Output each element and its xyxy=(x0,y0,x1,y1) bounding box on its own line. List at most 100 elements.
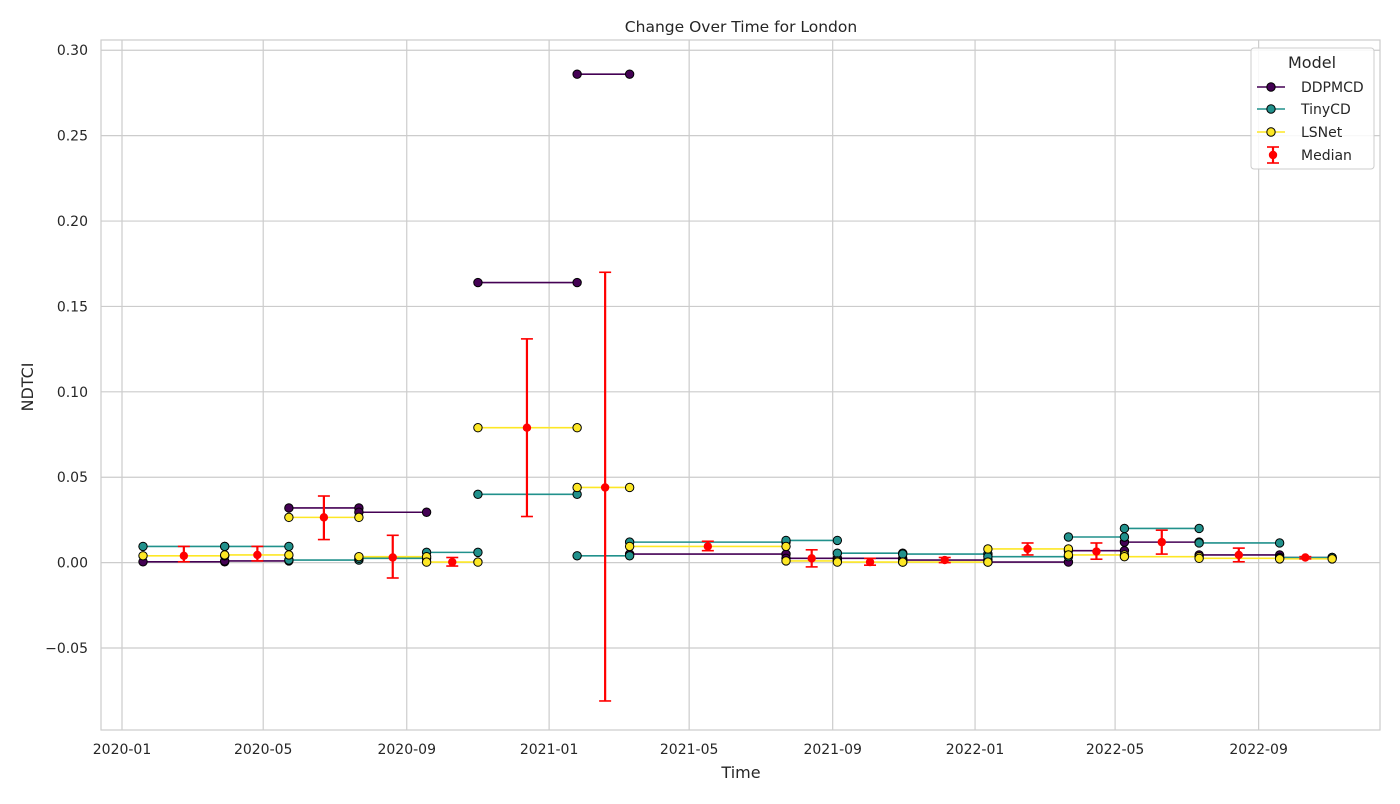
median-point xyxy=(1157,537,1166,547)
data-point xyxy=(624,551,635,561)
legend-marker xyxy=(1266,127,1276,137)
median-point xyxy=(807,554,816,563)
median-point xyxy=(1092,547,1101,556)
legend-entries: DDPMCD TinyCD LSNet Median xyxy=(1257,80,1364,164)
data-point xyxy=(284,503,294,513)
data-point xyxy=(1119,532,1130,542)
data-point xyxy=(832,535,843,546)
data-point xyxy=(572,551,582,561)
data-point xyxy=(572,482,582,493)
data-point xyxy=(473,422,483,433)
y-axis-title: NDTCI xyxy=(18,362,37,411)
legend-label: TinyCD xyxy=(1300,102,1351,118)
legend-marker xyxy=(1266,82,1276,92)
median-point xyxy=(600,483,610,492)
data-point xyxy=(983,544,993,554)
data-point xyxy=(473,277,483,288)
data-point xyxy=(624,69,635,79)
y-tick-label: 0.15 xyxy=(57,299,88,315)
median-point xyxy=(319,513,329,522)
data-point xyxy=(138,551,148,561)
y-tick-label: 0.00 xyxy=(57,556,88,572)
median-point xyxy=(253,550,262,560)
data-point xyxy=(1119,551,1130,562)
data-point xyxy=(572,422,582,433)
legend-label: DDPMCD xyxy=(1301,80,1364,96)
data-point xyxy=(624,541,635,552)
y-tick-label: 0.25 xyxy=(57,129,88,145)
data-point xyxy=(421,507,432,517)
x-axis-title: Time xyxy=(720,763,760,782)
data-point xyxy=(473,547,483,558)
data-point xyxy=(1194,538,1204,548)
data-point xyxy=(1327,554,1337,564)
data-point xyxy=(421,557,432,567)
x-tick-label: 2021-01 xyxy=(520,742,579,758)
median-point xyxy=(865,557,875,567)
x-tick-label: 2020-09 xyxy=(377,742,436,758)
data-point xyxy=(1063,550,1074,560)
data-point xyxy=(219,541,230,552)
data-point xyxy=(572,277,582,288)
data-point xyxy=(624,482,635,493)
plot-background xyxy=(101,40,1380,730)
median-point xyxy=(940,555,949,565)
y-tick-label: −0.05 xyxy=(45,641,88,657)
median-point xyxy=(1023,544,1032,554)
data-point xyxy=(781,556,791,566)
data-point xyxy=(1194,553,1204,564)
median-point xyxy=(522,423,532,432)
data-point xyxy=(284,550,294,560)
x-tick-label: 2020-01 xyxy=(93,742,152,758)
data-point xyxy=(898,549,908,559)
legend-marker xyxy=(1268,150,1278,160)
data-point xyxy=(284,541,294,552)
legend-entry-lsnet: LSNet xyxy=(1257,125,1343,141)
grid xyxy=(101,40,1380,730)
data-point xyxy=(473,489,483,500)
x-tick-label: 2021-09 xyxy=(803,742,862,758)
series-layer xyxy=(138,69,1337,702)
legend-entry-tinycd: TinyCD xyxy=(1257,102,1351,118)
y-tick-label: 0.05 xyxy=(57,470,88,486)
data-point xyxy=(1274,554,1285,564)
data-point xyxy=(1274,538,1285,548)
data-point xyxy=(572,69,582,79)
legend-title: Model xyxy=(1288,53,1336,72)
median-point xyxy=(1234,550,1243,560)
legend-label: Median xyxy=(1301,148,1352,164)
data-point xyxy=(781,541,791,552)
data-point xyxy=(1119,523,1130,534)
x-tick-label: 2022-05 xyxy=(1086,742,1145,758)
x-tick-label: 2020-05 xyxy=(234,742,293,758)
legend-entry-median: Median xyxy=(1267,146,1352,164)
data-point xyxy=(898,557,908,567)
data-point xyxy=(1194,523,1204,534)
median-point xyxy=(388,553,397,562)
x-tick-label: 2021-05 xyxy=(660,742,719,758)
legend-label: LSNet xyxy=(1301,125,1343,141)
data-point xyxy=(983,557,993,567)
y-axis-ticks: −0.05 0.00 0.05 0.10 0.15 0.20 0.25 0.30 xyxy=(45,43,88,657)
series-median xyxy=(177,271,1312,702)
data-point xyxy=(832,548,843,558)
data-point xyxy=(354,551,364,562)
y-tick-label: 0.20 xyxy=(57,214,88,230)
plot-frame xyxy=(100,39,1381,731)
legend-box xyxy=(1250,47,1375,170)
median-point xyxy=(179,551,189,560)
legend: Model DDPMCD TinyCD LSNet Median xyxy=(1250,47,1375,170)
legend-entry-ddpmcd: DDPMCD xyxy=(1257,80,1364,96)
y-tick-label: 0.30 xyxy=(57,43,88,59)
median-point xyxy=(448,557,457,567)
data-point xyxy=(473,557,483,567)
x-tick-label: 2022-01 xyxy=(946,742,1005,758)
data-point xyxy=(284,512,294,523)
data-point xyxy=(138,541,148,552)
series-lsnet xyxy=(138,422,1337,567)
data-point xyxy=(354,512,364,523)
y-tick-label: 0.10 xyxy=(57,385,88,401)
x-tick-label: 2022-09 xyxy=(1229,742,1288,758)
data-point xyxy=(1063,532,1074,542)
